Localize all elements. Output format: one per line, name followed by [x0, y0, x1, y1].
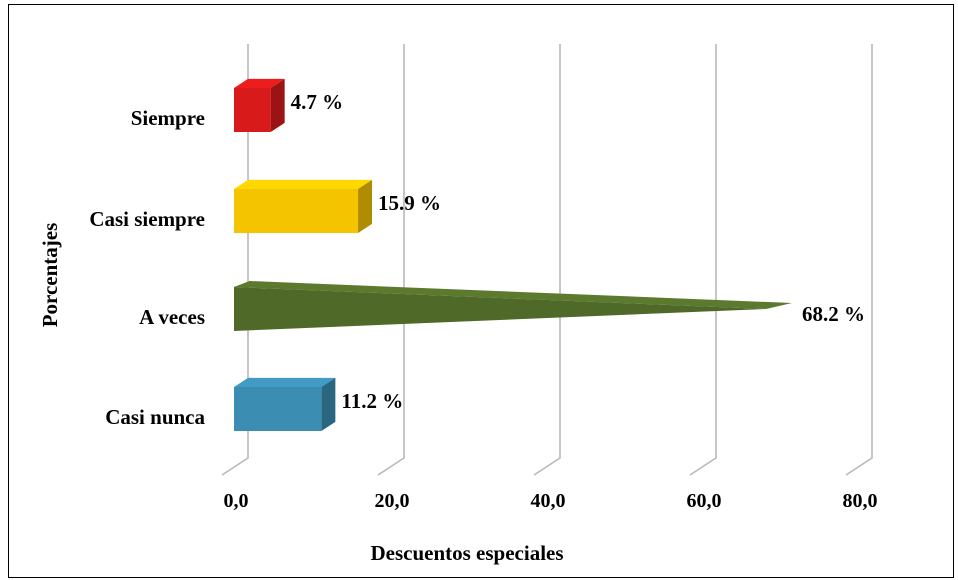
gridline	[689, 44, 717, 476]
bar	[234, 377, 336, 431]
x-tick-label: 20,0	[375, 490, 410, 512]
x-tick-label: 60,0	[687, 490, 722, 512]
y-axis-title: Porcentajes	[38, 223, 62, 328]
data-labels: 11.2 % 68.2 % 15.9 % 4.7 %	[291, 90, 865, 413]
bar-top-face	[234, 78, 285, 88]
bar-front-face	[234, 287, 766, 331]
chart-frame	[8, 4, 954, 578]
bar-side-face	[321, 377, 336, 431]
x-axis-title: Descuentos especiales	[370, 541, 563, 565]
bar-front-face	[234, 88, 271, 132]
gridline	[845, 44, 873, 476]
category-label: A veces	[139, 305, 205, 329]
x-tick-label: 40,0	[531, 490, 566, 512]
category-labels: Casi nunca A veces Casi siempre Siempre	[89, 106, 205, 429]
bar-side-face	[270, 78, 285, 132]
category-label: Siempre	[131, 106, 205, 130]
category-label: Casi siempre	[89, 207, 205, 231]
gridline	[533, 44, 561, 476]
bar-top-face	[234, 281, 792, 309]
x-tick-labels: 0,0 20,0 40,0 60,0 80,0	[224, 490, 878, 512]
bar-top-face	[234, 179, 373, 189]
data-label: 4.7 %	[291, 90, 344, 114]
data-label: 68.2 %	[802, 302, 865, 326]
x-tick-label: 80,0	[843, 490, 878, 512]
data-label: 11.2 %	[341, 389, 403, 413]
bar-side-face	[358, 179, 373, 233]
bar	[234, 179, 373, 233]
bars	[234, 78, 792, 431]
bar-front-face	[234, 189, 359, 233]
bar-top-face	[234, 377, 336, 387]
data-label: 15.9 %	[378, 191, 441, 215]
bar	[234, 281, 792, 331]
bar	[234, 78, 285, 132]
x-tick-label: 0,0	[224, 490, 249, 512]
category-label: Casi nunca	[105, 405, 205, 429]
gridline	[377, 44, 405, 476]
bar-front-face	[234, 387, 322, 431]
